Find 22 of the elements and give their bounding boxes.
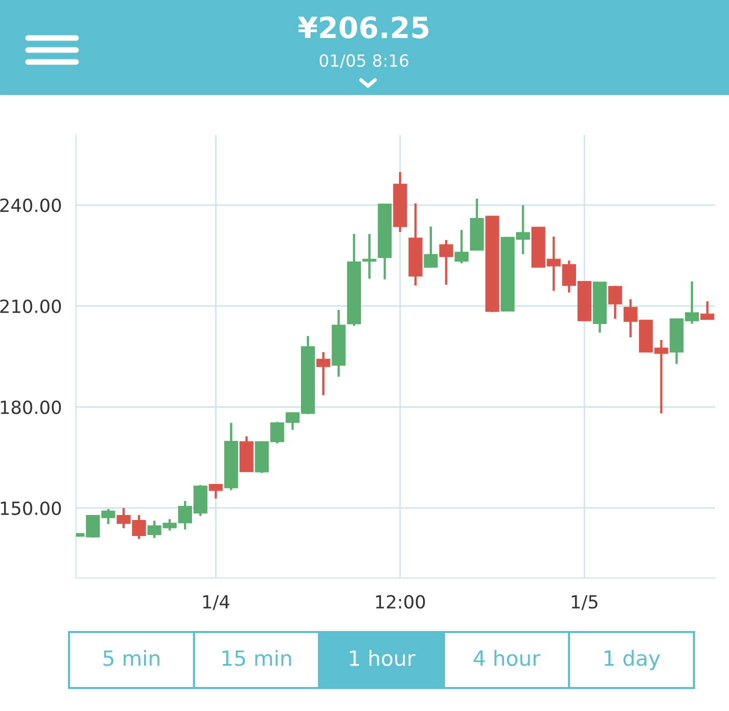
y-tick-label: 180.00: [0, 400, 61, 414]
candlestick: [700, 300, 714, 320]
y-tick-label: 150.00: [0, 501, 61, 516]
x-tick-label: 1/5: [572, 595, 598, 610]
text: 1 day: [604, 650, 660, 670]
y-tick-label: 240.00: [0, 198, 61, 212]
chart-title: ¥206.25: [298, 16, 428, 38]
x-tick-label: 12:00: [376, 594, 425, 609]
candlestick: [439, 238, 454, 286]
chart-subtitle: 01/05 8:16: [320, 54, 408, 68]
candlestick: [208, 484, 223, 500]
candlestick: [362, 232, 376, 280]
text: 1 hour: [350, 650, 416, 666]
text: 15 min: [222, 650, 291, 666]
candlestick: [424, 225, 438, 268]
text: 4 hour: [474, 650, 540, 666]
y-tick-label: 210.00: [0, 299, 61, 314]
candlestick: [454, 228, 468, 264]
x-tick-label: 1/4: [203, 595, 230, 610]
text: 5 min: [104, 650, 160, 666]
candlestick: [316, 351, 330, 396]
candlestick: [608, 284, 622, 320]
